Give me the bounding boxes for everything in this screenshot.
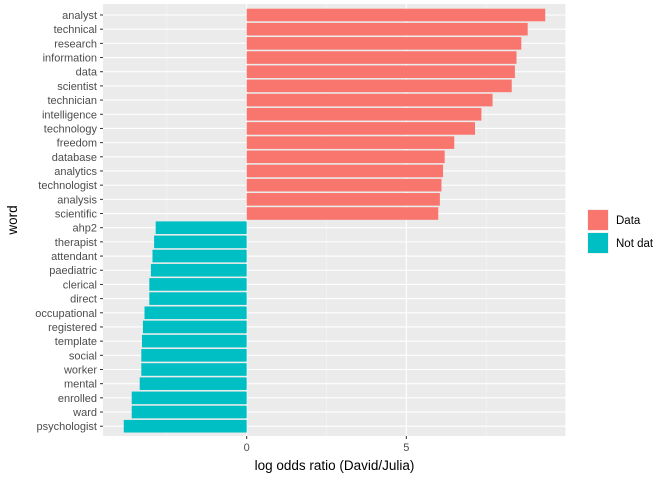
y-tick-label: registered: [48, 322, 97, 334]
legend-label: Not dat: [616, 238, 654, 250]
y-tick-label: database: [52, 152, 97, 164]
bar-ward: [131, 405, 247, 419]
y-tick-label: data: [76, 67, 98, 79]
y-tick-label: analysis: [57, 194, 97, 206]
bar-social: [141, 349, 247, 362]
y-tick-label: attendant: [51, 251, 97, 263]
bar-attendant: [152, 249, 247, 263]
bar-freedom: [246, 136, 455, 149]
bar-mental: [139, 377, 247, 390]
bar-analyst: [246, 8, 546, 22]
bar-intelligence: [246, 107, 482, 121]
y-tick-label: mental: [64, 379, 97, 391]
bar-therapist: [154, 235, 247, 249]
bar-technician: [246, 93, 493, 107]
y-tick-label: information: [43, 53, 97, 65]
bar-psychologist: [123, 419, 247, 433]
legend: Data Not dat: [587, 209, 654, 254]
bar-registered: [142, 320, 247, 334]
bar-information: [246, 51, 517, 64]
x-axis-title: log odds ratio (David/Julia): [255, 458, 415, 473]
y-tick-label: therapist: [55, 237, 97, 249]
y-tick-label: research: [54, 38, 97, 50]
bar-paediatric: [150, 263, 247, 277]
y-tick-label: technology: [44, 123, 98, 135]
legend-label: Data: [616, 215, 641, 227]
y-tick-label: intelligence: [42, 109, 97, 121]
y-tick-label: ward: [72, 407, 97, 419]
bars: [123, 8, 546, 433]
y-tick-label: social: [69, 350, 97, 362]
bar-technologist: [246, 178, 442, 192]
y-tick-label: scientist: [57, 81, 97, 93]
legend-swatch: [588, 210, 608, 230]
y-tick-label: clerical: [63, 279, 97, 291]
bar-technology: [246, 122, 475, 135]
bar-worker: [141, 363, 247, 376]
y-tick-label: analytics: [54, 166, 97, 178]
bar-technical: [246, 22, 528, 36]
y-tick-label: scientific: [55, 209, 98, 221]
bar-scientist: [246, 79, 512, 93]
y-tick-label: worker: [63, 365, 97, 377]
y-tick-label: technical: [54, 24, 97, 36]
bar-template: [141, 334, 247, 348]
y-tick-label: freedom: [57, 138, 97, 150]
y-tick-label: psychologist: [36, 421, 97, 433]
bar-scientific: [246, 207, 439, 220]
y-tick-label: analyst: [62, 10, 97, 22]
bar-research: [246, 37, 522, 50]
bar-clerical: [149, 278, 247, 291]
bar-ahp2: [155, 221, 247, 234]
bar-occupational: [144, 306, 247, 320]
bar-enrolled: [131, 391, 247, 405]
bar-analytics: [246, 164, 444, 178]
legend-swatch: [588, 233, 608, 253]
y-tick-label: direct: [70, 294, 97, 306]
x-tick-label: 0: [244, 442, 250, 454]
x-tick-label: 5: [403, 442, 409, 454]
y-tick-label: ahp2: [73, 223, 97, 235]
y-tick-label: technologist: [38, 180, 97, 192]
y-tick-label: enrolled: [58, 393, 97, 405]
y-tick-label: technician: [47, 95, 97, 107]
y-tick-labels: analyst technical research information data s…: [35, 10, 103, 433]
y-axis-title: word: [5, 205, 20, 235]
bar-analysis: [246, 193, 440, 206]
bar-database: [246, 150, 445, 164]
y-tick-label: template: [55, 336, 97, 348]
bar-data: [246, 65, 515, 79]
bar-direct: [149, 292, 247, 305]
y-tick-label: occupational: [35, 308, 97, 320]
y-tick-label: paediatric: [49, 265, 97, 277]
